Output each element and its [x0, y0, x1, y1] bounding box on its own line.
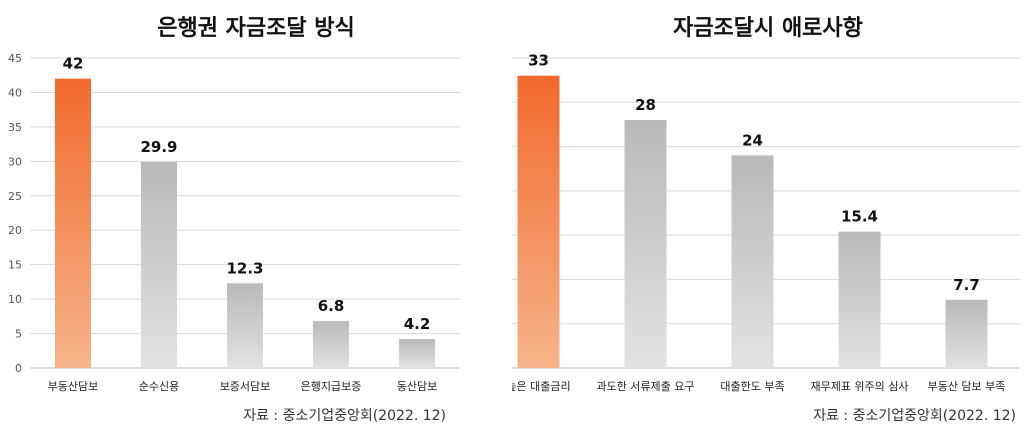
data-label: 4.2 — [404, 315, 431, 333]
bar — [945, 299, 988, 368]
bar — [838, 231, 881, 368]
x-tick-label: 부동산 담보 부족 — [928, 380, 1006, 393]
bar — [55, 78, 91, 369]
y-tick-label: 30 — [8, 155, 22, 168]
bar — [624, 120, 667, 368]
bar — [517, 75, 560, 368]
y-tick-label: 45 — [8, 52, 22, 65]
source-note-right: 자료 : 중소기업중앙회(2022. 12) — [813, 408, 1016, 424]
data-label: 12.3 — [226, 259, 263, 277]
y-tick-label: 5 — [15, 328, 22, 341]
x-tick-label: 순수신용 — [139, 380, 179, 393]
source-note-left: 자료 : 중소기업중앙회(2022. 12) — [243, 408, 446, 424]
chart-title-bank-funding: 은행권 자금조달 방식 — [157, 16, 355, 41]
y-tick-label: 10 — [8, 293, 22, 306]
x-tick-label: 은행지급보증 — [301, 380, 362, 393]
x-tick-label: 과도한 서류제출 요구 — [596, 380, 694, 393]
data-label: 7.7 — [953, 276, 980, 294]
x-tick-label: 동산담보 — [397, 380, 437, 393]
chart-panel-bank-funding: 0 5 10 15 20 25 30 35 40 45 42 부동산담보 29.9 순수신용 12.3 보증서… — [8, 16, 460, 424]
bar — [731, 155, 774, 368]
y-tick-label: 20 — [8, 224, 22, 237]
bar — [313, 321, 349, 368]
bar — [141, 162, 177, 368]
chart-plot-bank-funding: 0 5 10 15 20 25 30 35 40 45 42 부동산담보 29.9 순수신용 12.3 보증서… — [8, 52, 460, 393]
x-tick-label: 높은 대출금리 — [512, 380, 571, 393]
data-label: 33 — [528, 52, 549, 70]
chart-title-funding-difficulties: 자금조달시 애로사항 — [673, 16, 863, 41]
data-label: 15.4 — [841, 208, 878, 226]
y-tick-label: 0 — [15, 362, 22, 375]
x-tick-label: 대출한도 부족 — [720, 380, 784, 393]
x-tick-label: 부동산담보 — [48, 380, 99, 393]
data-label: 42 — [63, 55, 84, 73]
y-tick-label: 25 — [8, 190, 22, 203]
bar — [227, 283, 263, 368]
y-tick-label: 35 — [8, 121, 22, 134]
data-label: 28 — [635, 96, 656, 114]
bar — [399, 339, 435, 368]
x-tick-label: 재무제표 위주의 심사 — [810, 380, 908, 393]
y-tick-label: 40 — [8, 86, 22, 99]
data-label: 24 — [742, 131, 763, 149]
x-tick-label: 보증서담보 — [220, 380, 271, 393]
data-label: 29.9 — [140, 138, 177, 156]
y-tick-label: 15 — [8, 259, 22, 272]
data-label: 6.8 — [318, 297, 345, 315]
